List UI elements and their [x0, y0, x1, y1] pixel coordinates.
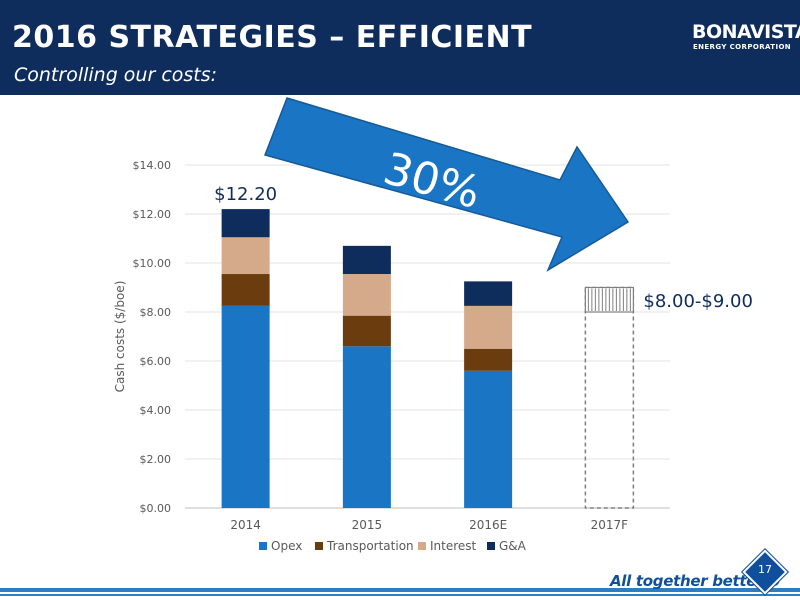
legend-label: Opex — [271, 539, 302, 553]
y-tick-label: $4.00 — [140, 404, 172, 417]
header-bar: 2016 STRATEGIES – EFFICIENT Controlling … — [0, 0, 800, 95]
legend-swatch — [259, 542, 267, 550]
bar-opex-2016e — [464, 370, 513, 508]
y-tick-label: $0.00 — [140, 502, 172, 515]
company-logo: BONAVISTA ENERGY CORPORATION — [692, 21, 800, 52]
bar-ga-2015 — [342, 245, 391, 275]
legend-swatch — [418, 542, 426, 550]
page-title: 2016 STRATEGIES – EFFICIENT — [12, 20, 533, 55]
legend-label: G&A — [499, 539, 527, 553]
y-axis-title: Cash costs ($/boe) — [113, 281, 127, 393]
footer-line-thin — [0, 594, 800, 596]
forecast-label: $8.00-$9.00 — [643, 291, 753, 312]
bar-opex-2015 — [342, 346, 391, 508]
y-tick-label: $8.00 — [140, 306, 172, 319]
x-tick-label: 2016E — [469, 518, 507, 532]
y-tick-label: $14.00 — [133, 159, 172, 172]
bar-interest-2015 — [342, 274, 391, 316]
logo-subtitle: ENERGY CORPORATION — [692, 43, 792, 51]
y-tick-label: $2.00 — [140, 453, 172, 466]
legend-swatch — [487, 542, 495, 550]
x-tick-label: 2014 — [230, 518, 261, 532]
legend-swatch — [315, 542, 323, 550]
logo-name: BONAVISTA — [692, 21, 800, 43]
page-number: 17 — [758, 563, 772, 576]
bar-transportation-2014 — [221, 274, 270, 306]
bar-interest-2016e — [464, 305, 513, 349]
x-tick-label: 2017F — [591, 518, 629, 532]
y-tick-label: $12.00 — [133, 208, 172, 221]
x-tick-label: 2015 — [352, 518, 383, 532]
bar-transportation-2016e — [464, 348, 513, 371]
forecast-outline — [584, 286, 635, 509]
total-label-2014: $12.20 — [214, 184, 277, 205]
tagline: All together better.® — [610, 572, 782, 590]
bar-opex-2014 — [221, 305, 270, 508]
bar-transportation-2015 — [342, 315, 391, 347]
page-subtitle: Controlling our costs: — [14, 64, 218, 86]
reduction-arrow — [264, 97, 630, 272]
cash-costs-chart: $0.00 $2.00 $4.00 $6.00 $8.00 $10.00 $12.00 $14… — [113, 97, 753, 553]
y-tick-label: $10.00 — [133, 257, 172, 270]
bar-interest-2014 — [221, 237, 270, 275]
legend-label: Transportation — [326, 539, 414, 553]
legend-label: Interest — [430, 539, 477, 553]
bar-ga-2014 — [221, 209, 270, 238]
y-tick-label: $6.00 — [140, 355, 172, 368]
footer-line — [0, 588, 800, 592]
bar-ga-2016e — [464, 281, 513, 306]
